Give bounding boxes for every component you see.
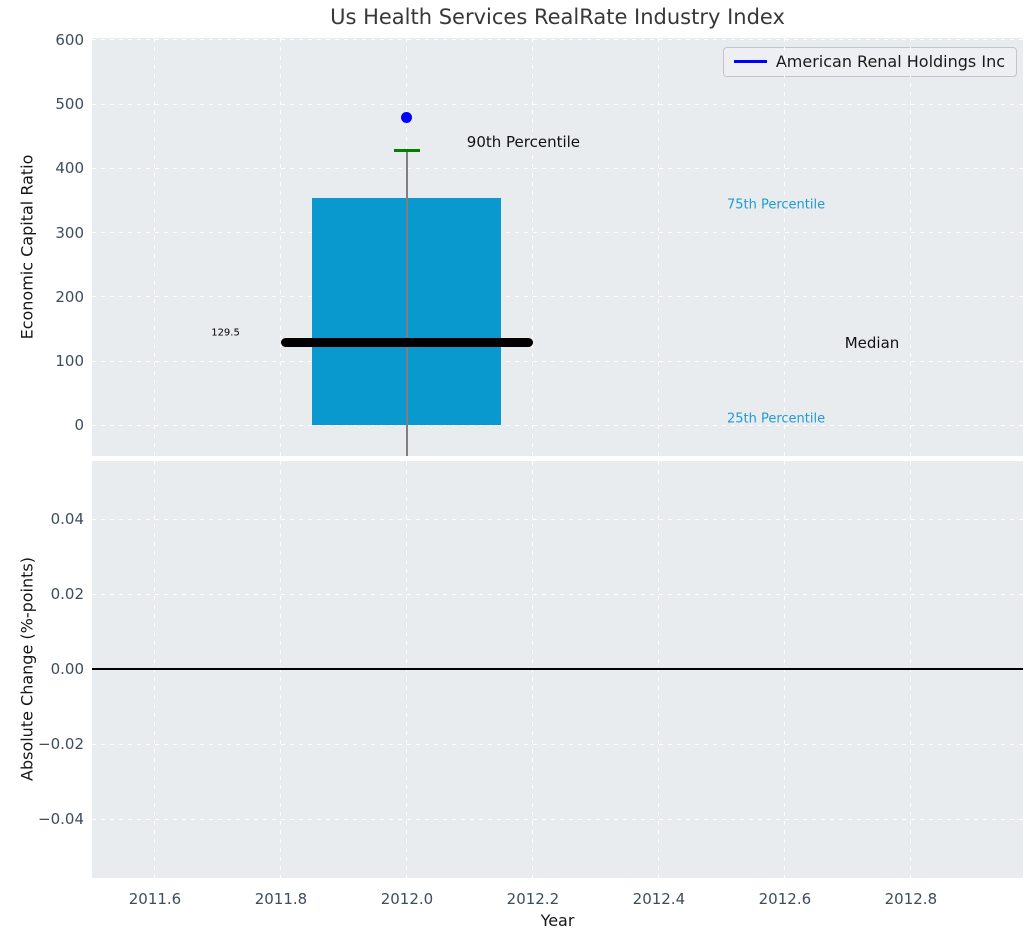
median-value-label: 129.5 [211,327,240,339]
y-gridline [92,518,1023,520]
y-gridline [92,232,1023,234]
x-tick-label: 2012.0 [380,890,434,908]
p75-label: 75th Percentile [726,197,826,213]
x-axis-label: Year [540,911,575,930]
y-gridline [92,593,1023,595]
top-axes: American Renal Holdings Inc 129.5 90th Pe… [92,38,1023,456]
x-tick-label: 2012.2 [506,890,560,908]
top-y-tick-label: 600 [55,30,84,49]
p90-label: 90th Percentile [466,133,581,152]
y-gridline [92,296,1023,298]
median-label: Median [844,333,900,352]
zero-line [92,668,1023,671]
x-gridline [532,38,534,456]
bottom-y-tick-label: −0.02 [38,735,84,754]
y-gridline [92,424,1023,426]
y-gridline [92,167,1023,169]
bottom-axes [92,461,1023,878]
x-gridline [280,38,282,456]
y-gridline [92,103,1023,105]
bottom-y-tick-label: −0.04 [38,810,84,829]
x-gridline [658,38,660,456]
x-tick-label: 2012.4 [632,890,686,908]
x-tick-label: 2011.8 [254,890,308,908]
top-y-axis-label: Economic Capital Ratio [17,154,37,340]
top-y-tick-label: 0 [74,416,84,435]
top-y-tick-label: 500 [55,95,84,114]
p90-tick [393,148,420,152]
top-y-tick-label: 400 [55,159,84,178]
top-y-tick-label: 100 [55,352,84,371]
y-gridline [92,39,1023,41]
p25-label: 25th Percentile [726,411,826,427]
y-gridline [92,360,1023,362]
top-y-tick-label: 200 [55,287,84,306]
x-gridline [784,38,786,456]
bottom-y-tick-label: 0.00 [50,660,84,679]
x-gridline [154,38,156,456]
x-tick-label: 2012.6 [758,890,812,908]
legend-line-icon [733,60,767,63]
top-y-tick-label: 300 [55,223,84,242]
legend-label: American Renal Holdings Inc [775,52,1005,71]
median-line [280,337,533,347]
company-point [401,111,413,123]
whisker-line [406,150,408,456]
x-tick-label: 2012.8 [884,890,938,908]
chart-title: Us Health Services RealRate Industry Ind… [330,5,785,29]
bottom-y-tick-label: 0.02 [50,585,84,604]
x-gridline [910,38,912,456]
legend: American Renal Holdings Inc [722,47,1017,77]
bottom-y-tick-label: 0.04 [50,510,84,529]
x-tick-label: 2011.6 [128,890,182,908]
y-gridline [92,818,1023,820]
y-gridline [92,743,1023,745]
